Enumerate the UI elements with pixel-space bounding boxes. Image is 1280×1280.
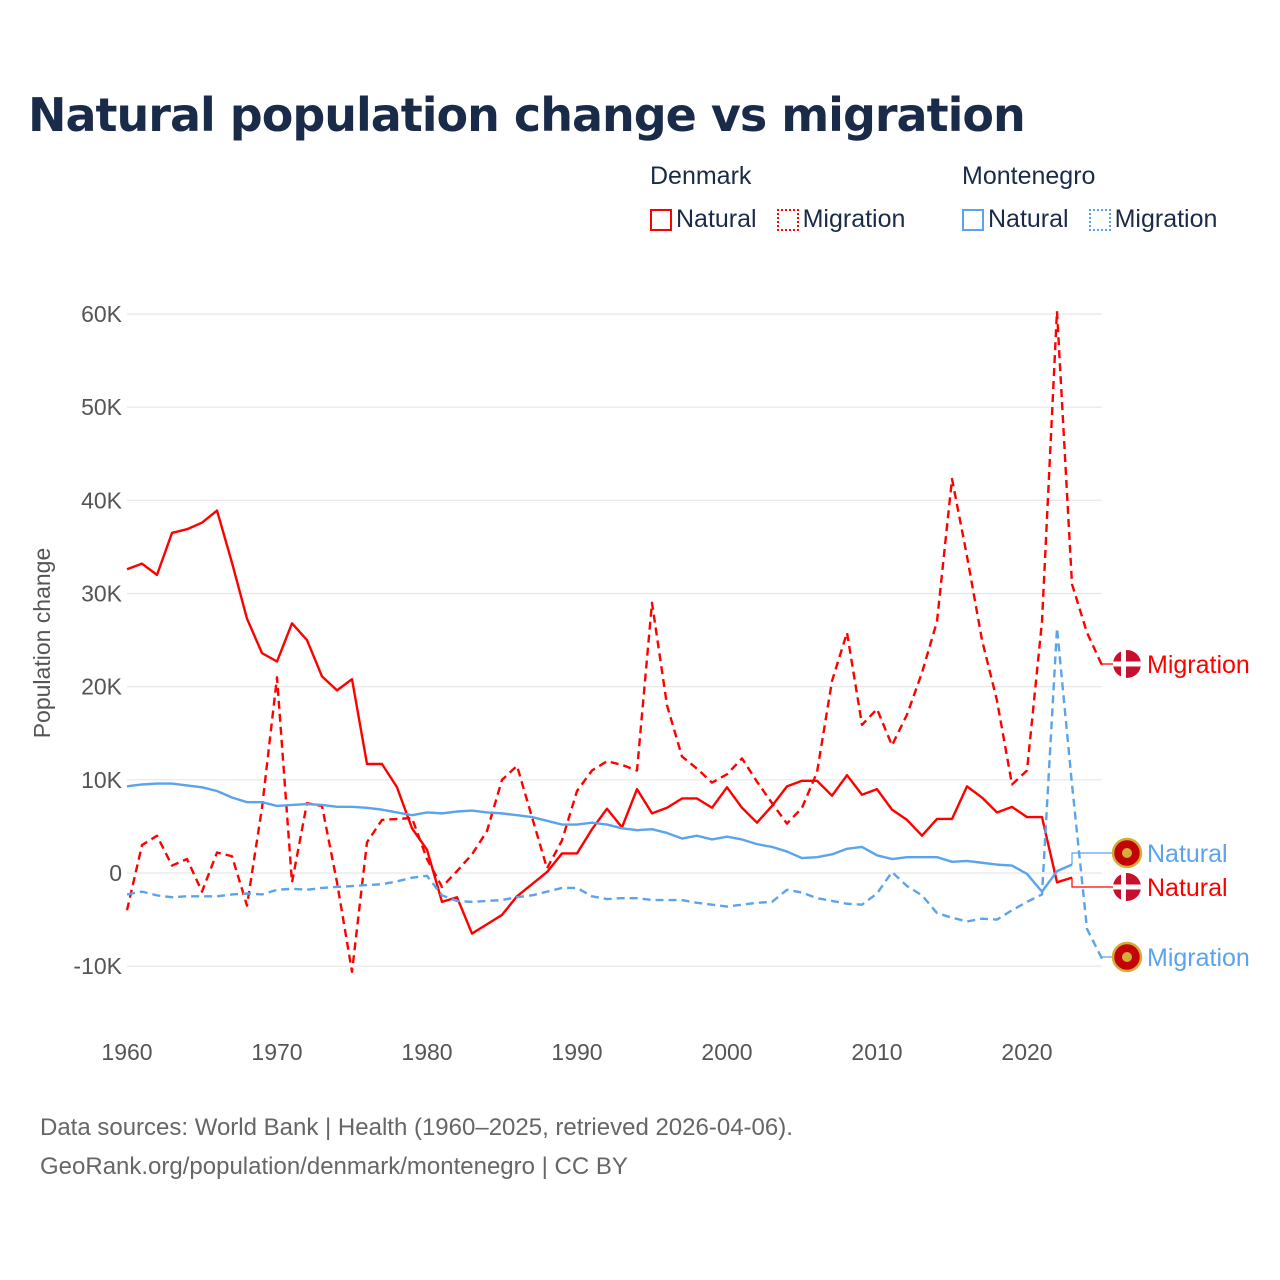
- series-line-montenegro-natural: [126, 782, 1073, 893]
- x-tick-label: 1990: [551, 1039, 602, 1065]
- y-tick-label: 60K: [81, 301, 123, 327]
- legend-denmark: Denmark Natural Migration: [650, 162, 905, 234]
- legend-label: Natural: [676, 205, 757, 233]
- series-line-denmark-natural: [126, 509, 1073, 935]
- dotted-swatch-icon: [776, 208, 799, 231]
- solid-swatch-icon: [650, 208, 672, 231]
- end-label: Migration: [1147, 651, 1250, 679]
- footer: Data sources: World Bank | Health (1960–…: [40, 1108, 793, 1186]
- dotted-swatch-icon: [1088, 208, 1111, 231]
- legend-montenegro-migration[interactable]: Migration: [1088, 205, 1218, 234]
- legend-denmark-heading: Denmark: [650, 162, 752, 190]
- denmark-flag-icon: [1113, 661, 1141, 667]
- legend-label: Migration: [802, 205, 906, 233]
- chart-title: Natural population change vs migration: [28, 88, 1026, 142]
- end-label: Migration: [1147, 944, 1250, 972]
- end-label: Natural: [1147, 840, 1228, 868]
- y-tick-label: -10K: [73, 953, 122, 979]
- legend-label: Natural: [988, 205, 1069, 233]
- source-link[interactable]: GeoRank.org/population/denmark/montenegr…: [40, 1153, 628, 1180]
- y-tick-label: 50K: [81, 394, 123, 420]
- data-sources: Data sources: World Bank | Health (1960–…: [40, 1114, 793, 1141]
- legend-denmark-migration[interactable]: Migration: [776, 205, 906, 234]
- y-tick-label: 30K: [81, 581, 123, 607]
- denmark-flag-icon: [1113, 884, 1141, 890]
- legend-montenegro: Montenegro Natural Migration: [962, 162, 1217, 234]
- y-tick-label: 0: [109, 860, 122, 886]
- denmark-flag-icon: [1121, 873, 1126, 901]
- label-connector: [1071, 877, 1114, 888]
- x-tick-label: 1960: [101, 1039, 152, 1065]
- montenegro-flag-icon: [1122, 848, 1132, 858]
- legend-label: Migration: [1114, 205, 1218, 233]
- x-tick-label: 2000: [701, 1039, 752, 1065]
- end-label: Natural: [1147, 874, 1228, 902]
- x-tick-label: 2010: [851, 1039, 902, 1065]
- montenegro-flag-icon: [1122, 952, 1132, 962]
- y-tick-label: 10K: [81, 767, 123, 793]
- y-tick-label: 20K: [81, 674, 123, 700]
- label-connector: [1101, 956, 1114, 959]
- legend-denmark-natural[interactable]: Natural: [650, 205, 757, 234]
- y-axis-label: Population change: [29, 548, 55, 739]
- label-connector: [1101, 663, 1114, 666]
- denmark-flag-icon: [1121, 650, 1126, 678]
- series-line-denmark-migration: [125, 310, 1104, 973]
- x-tick-label: 1970: [251, 1039, 302, 1065]
- x-tick-label: 1980: [401, 1039, 452, 1065]
- series-line-montenegro-migration: [126, 626, 1104, 960]
- solid-swatch-icon: [962, 208, 984, 231]
- legend-montenegro-natural[interactable]: Natural: [962, 205, 1069, 234]
- x-tick-label: 2020: [1001, 1039, 1052, 1065]
- label-connector: [1071, 852, 1114, 865]
- legend-montenegro-heading: Montenegro: [962, 162, 1096, 190]
- y-tick-label: 40K: [81, 487, 123, 513]
